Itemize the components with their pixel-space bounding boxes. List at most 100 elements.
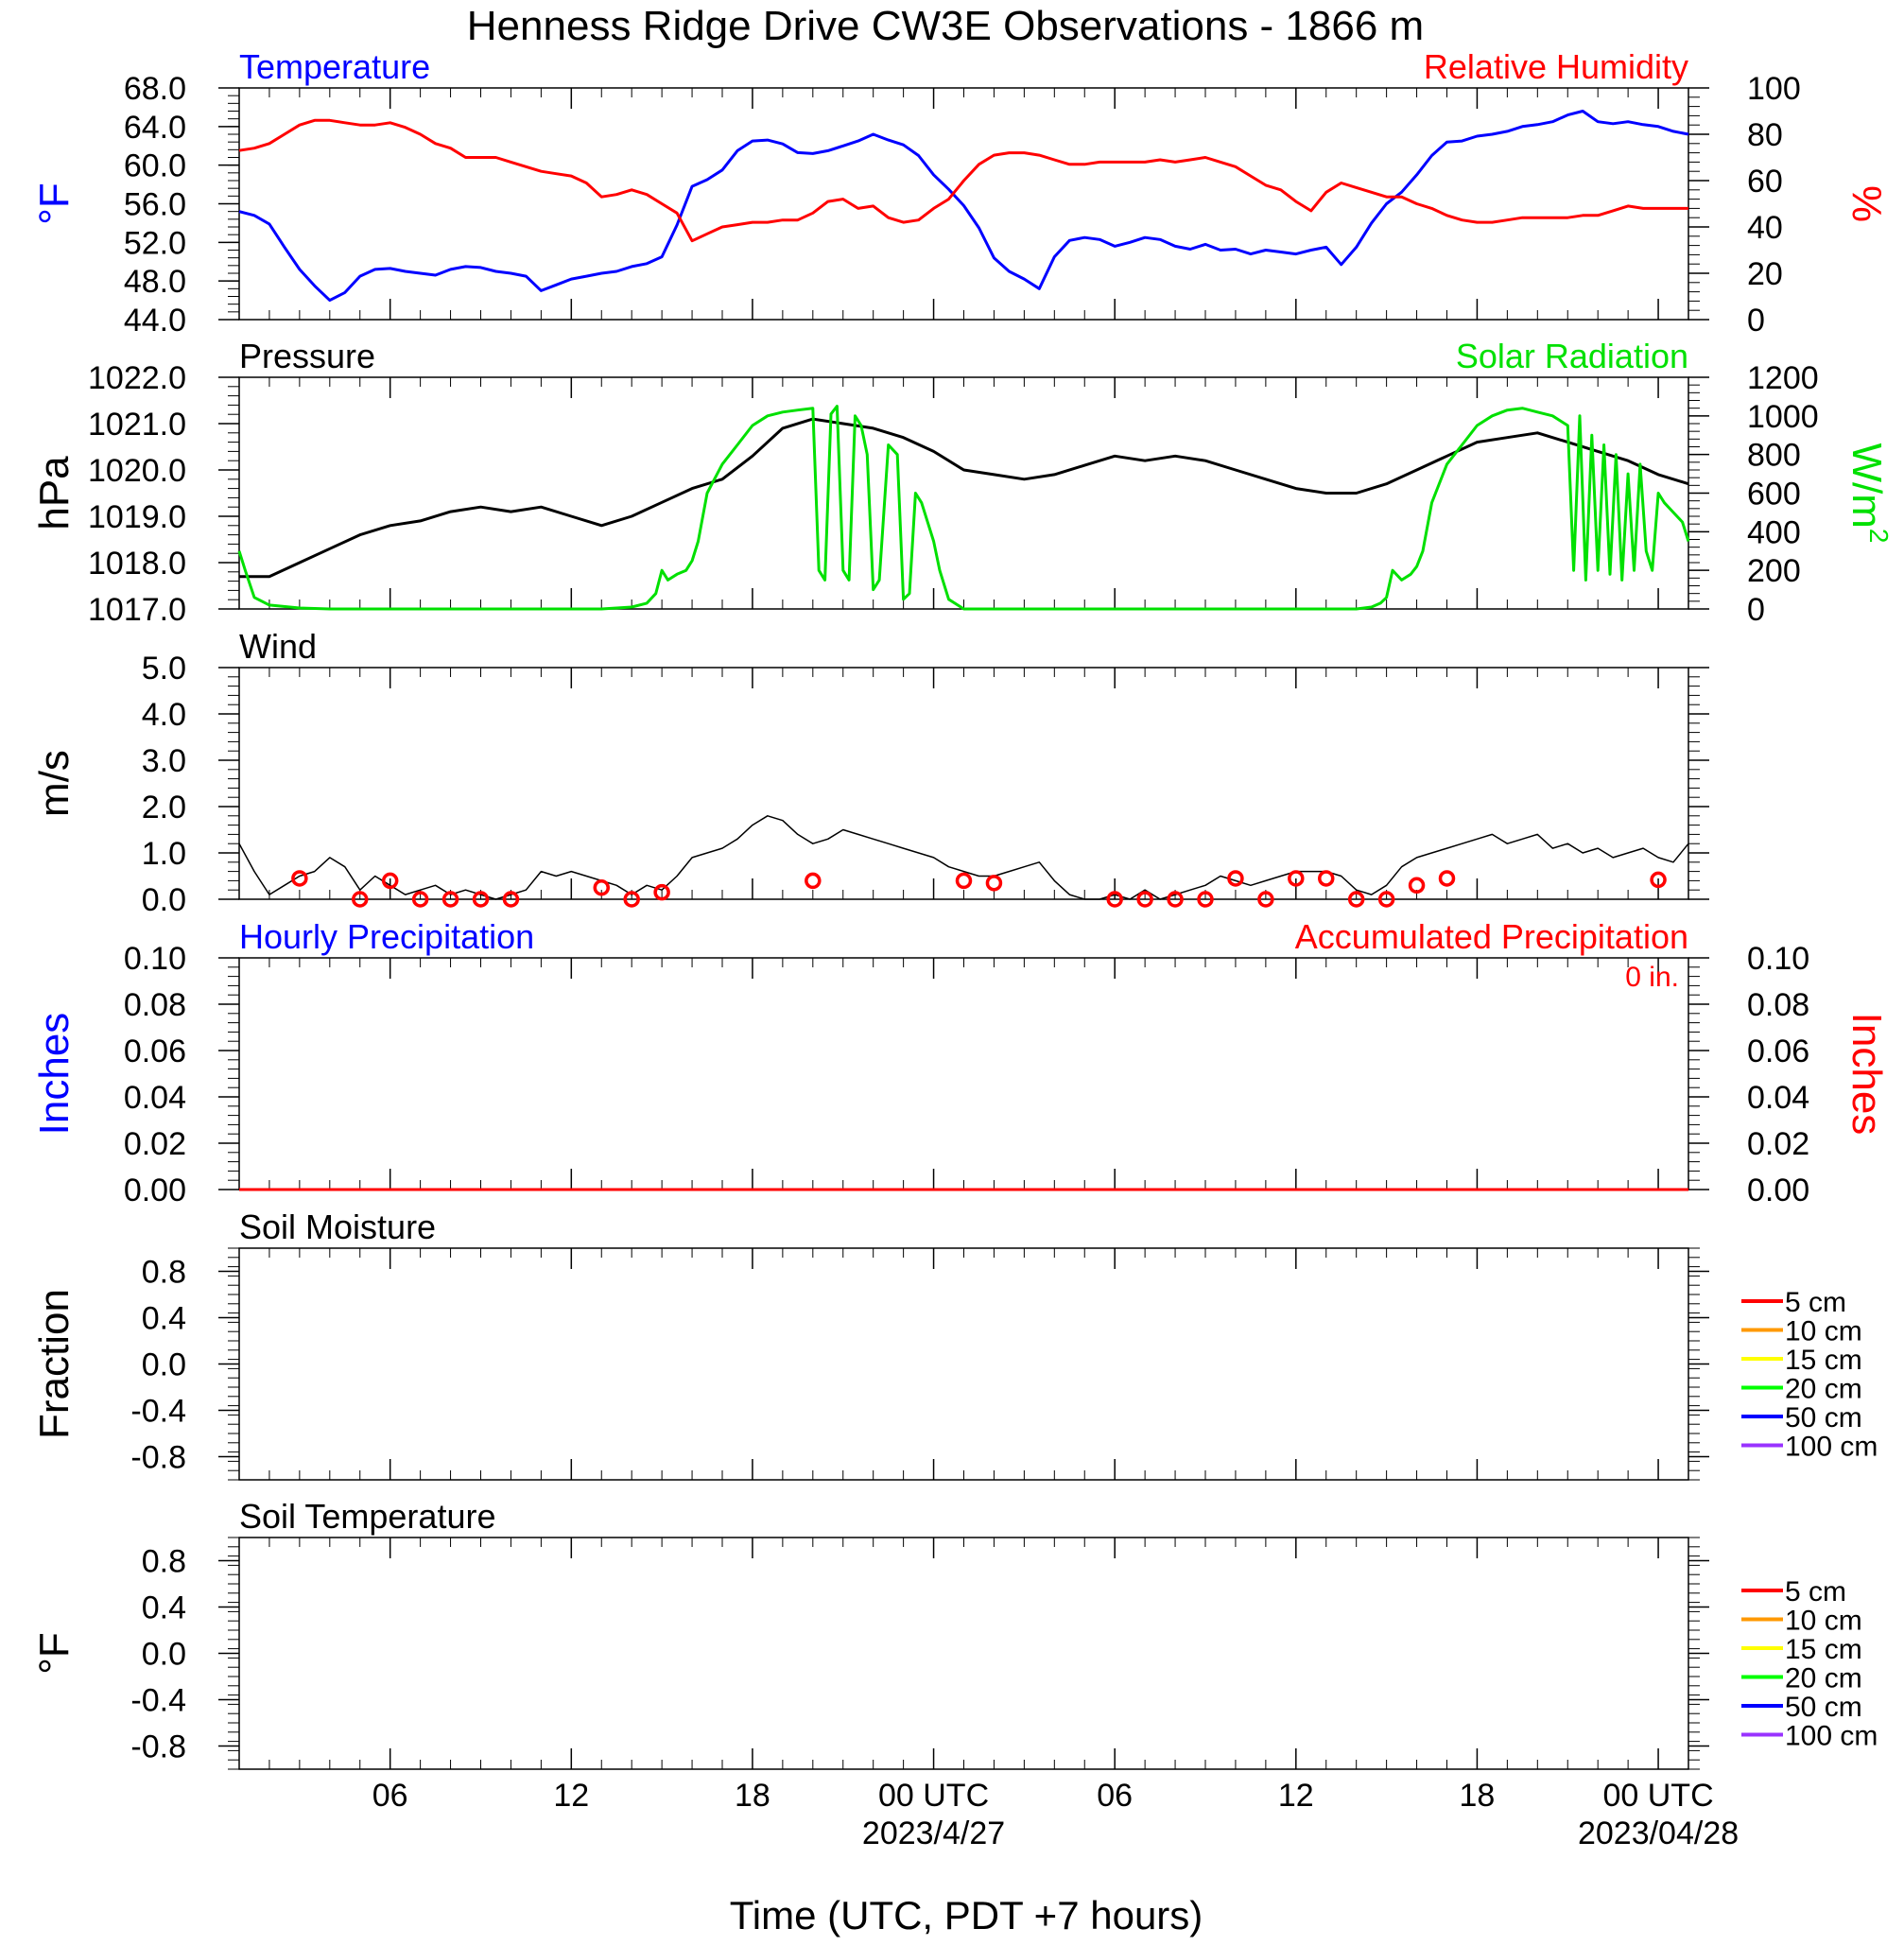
legend-label: 10 cm bbox=[1785, 1316, 1862, 1347]
y-axis-label-left: hPa bbox=[31, 456, 78, 530]
y-right-tick-label: 80 bbox=[1747, 117, 1783, 153]
series-line-temperature bbox=[238, 110, 1689, 303]
wind-marker bbox=[1377, 891, 1395, 908]
y-axis-label-right-text: W/m bbox=[1843, 443, 1890, 529]
wind-marker bbox=[593, 879, 610, 896]
x-axis-label: Time (UTC, PDT +7 hours) bbox=[730, 1893, 1203, 1937]
panel-precip: 0.00 0.02 0.04 0.06 0.08 0.10 0.00 0.02 0.04 0.06… bbox=[31, 917, 1890, 1208]
y-tick-label: 52.0 bbox=[124, 225, 186, 261]
panel-title-left: Hourly Precipitation bbox=[239, 917, 534, 956]
wind-marker bbox=[472, 891, 490, 908]
panel-wind: 0.0 1.0 2.0 3.0 4.0 5.0 Wind m/s bbox=[31, 627, 1709, 918]
panel-soil-moisture: -0.8 -0.4 0.0 0.4 0.8 Soil Moisture Fraction 5 … bbox=[31, 1208, 1878, 1481]
y-right-tick-label: 0.06 bbox=[1747, 1034, 1809, 1069]
y-right-tick-label: 20 bbox=[1747, 256, 1783, 292]
y-right-tick-label: 1200 bbox=[1747, 360, 1819, 396]
plot-frame bbox=[238, 376, 1689, 610]
legend-label: 100 cm bbox=[1785, 1721, 1878, 1752]
y-right-tick-label: 600 bbox=[1747, 477, 1801, 513]
wind-marker bbox=[381, 872, 399, 890]
wind-marker bbox=[985, 875, 1003, 892]
y-right-tick-label: 0.08 bbox=[1747, 987, 1809, 1023]
y-right-tick-label: 100 bbox=[1747, 71, 1801, 107]
wind-marker bbox=[1136, 891, 1153, 908]
x-date-label: 2023/04/28 bbox=[1578, 1816, 1739, 1851]
y-tick-label: 1017.0 bbox=[88, 592, 186, 628]
panel-title-left: Temperature bbox=[239, 47, 430, 86]
y-right-tick-label: 0.10 bbox=[1747, 941, 1809, 977]
y-tick-label: 68.0 bbox=[124, 71, 186, 107]
legend-label: 50 cm bbox=[1785, 1402, 1862, 1433]
wind-marker bbox=[653, 883, 670, 901]
x-tick-label: 06 bbox=[372, 1778, 408, 1814]
x-tick-label: 12 bbox=[1278, 1778, 1314, 1814]
panel-pressure-solar: 1017.0 1018.0 1019.0 1020.0 1021.0 1022.0 0200… bbox=[31, 337, 1894, 628]
y-axis-label-right-text: Inches bbox=[1843, 1013, 1890, 1136]
y-tick-label: -0.8 bbox=[130, 1729, 186, 1765]
panel-title-left: Soil Moisture bbox=[239, 1208, 436, 1246]
wind-marker bbox=[441, 891, 459, 908]
x-tick-label: 18 bbox=[735, 1778, 770, 1814]
y-tick-label: 0.02 bbox=[124, 1126, 186, 1162]
legend-label: 15 cm bbox=[1785, 1345, 1862, 1376]
panel-title-right: Relative Humidity bbox=[1424, 47, 1688, 86]
plot-frame bbox=[238, 957, 1689, 1190]
wind-marker bbox=[1227, 870, 1244, 887]
y-tick-label: 48.0 bbox=[124, 264, 186, 300]
x-tick-label: 06 bbox=[1097, 1778, 1133, 1814]
wind-marker bbox=[1347, 891, 1365, 908]
y-tick-label: 1020.0 bbox=[88, 453, 186, 489]
panel-title-right: Solar Radiation bbox=[1456, 337, 1688, 375]
wind-marker bbox=[1438, 870, 1456, 887]
panel-title-right: Accumulated Precipitation bbox=[1295, 917, 1688, 956]
series-line-pressure bbox=[239, 417, 1689, 579]
y-right-tick-label: 0.04 bbox=[1747, 1080, 1809, 1116]
y-axis-label-right-text: % bbox=[1843, 185, 1890, 222]
y-tick-label: 0.10 bbox=[124, 941, 186, 977]
y-right-tick-label: 0 bbox=[1747, 592, 1765, 628]
series-line-wind bbox=[238, 815, 1689, 900]
panel-title-left: Soil Temperature bbox=[239, 1497, 495, 1536]
y-axis-label-left: Inches bbox=[31, 1013, 78, 1136]
legend-label: 50 cm bbox=[1785, 1692, 1862, 1723]
wind-marker bbox=[291, 870, 308, 887]
y-right-tick-label: 60 bbox=[1747, 164, 1783, 200]
y-tick-label: 0.4 bbox=[142, 1590, 186, 1626]
wind-marker bbox=[1197, 891, 1214, 908]
legend-label: 20 cm bbox=[1785, 1374, 1862, 1405]
legend-label: 100 cm bbox=[1785, 1432, 1878, 1463]
y-right-tick-label: 40 bbox=[1747, 210, 1783, 246]
y-right-tick-label: 400 bbox=[1747, 514, 1801, 550]
plot-frame bbox=[238, 1247, 1689, 1481]
y-tick-label: 0.08 bbox=[124, 987, 186, 1023]
x-tick-label: 12 bbox=[553, 1778, 589, 1814]
y-tick-label: -0.8 bbox=[130, 1440, 186, 1476]
y-tick-label: 0.04 bbox=[124, 1080, 186, 1116]
y-axis-label-left: m/s bbox=[31, 750, 78, 817]
legend-label: 10 cm bbox=[1785, 1606, 1862, 1637]
y-axis-label-right: Inches bbox=[1843, 1013, 1890, 1136]
y-tick-label: 0.0 bbox=[142, 1637, 186, 1673]
y-right-tick-label: 0 bbox=[1747, 303, 1765, 339]
y-axis-label-right: % bbox=[1843, 185, 1890, 222]
y-tick-label: -0.4 bbox=[130, 1683, 186, 1719]
legend-label: 20 cm bbox=[1785, 1663, 1862, 1694]
y-axis-label-right: W/m2 bbox=[1843, 443, 1894, 544]
y-axis-label-left: °F bbox=[31, 182, 78, 224]
y-tick-label: 0.06 bbox=[124, 1034, 186, 1069]
y-right-tick-label: 200 bbox=[1747, 553, 1801, 589]
wind-marker bbox=[955, 872, 973, 890]
x-date-label: 2023/4/27 bbox=[862, 1816, 1005, 1851]
y-tick-label: 0.0 bbox=[142, 882, 186, 918]
wind-marker bbox=[411, 891, 429, 908]
y-tick-label: 1018.0 bbox=[88, 546, 186, 582]
x-tick-label: 18 bbox=[1460, 1778, 1496, 1814]
x-tick-label: 00 UTC bbox=[1602, 1778, 1713, 1814]
y-tick-label: 1.0 bbox=[142, 836, 186, 872]
wind-marker bbox=[1408, 877, 1426, 895]
series-line-solar-radiation bbox=[237, 405, 1690, 611]
y-tick-label: 0.00 bbox=[124, 1173, 186, 1208]
wind-marker bbox=[623, 891, 640, 908]
